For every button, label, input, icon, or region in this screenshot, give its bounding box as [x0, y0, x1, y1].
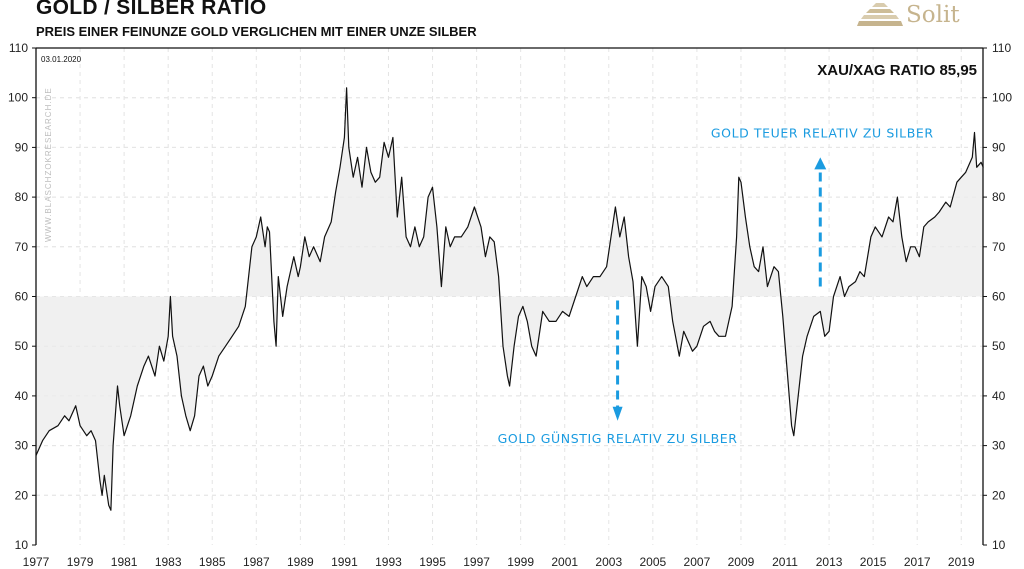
- x-tick-label: 2015: [860, 555, 887, 569]
- watermark: WWW.BLASCHZOKRESEARCH.DE: [44, 87, 53, 242]
- x-tick-label: 1985: [199, 555, 226, 569]
- y-tick-label-right: 110: [992, 41, 1011, 55]
- chart-subtitle: PREIS EINER FEINUNZE GOLD VERGLICHEN MIT…: [36, 24, 477, 39]
- x-tick-label: 1997: [463, 555, 490, 569]
- y-tick-label-right: 40: [992, 389, 1006, 403]
- x-tick-label: 2001: [551, 555, 578, 569]
- arrow-down-head-icon: [612, 406, 623, 421]
- y-tick-label-right: 80: [992, 190, 1006, 204]
- date-label: 03.01.2020: [41, 55, 82, 64]
- x-tick-label: 1981: [111, 555, 138, 569]
- x-tick-label: 1991: [331, 555, 358, 569]
- x-tick-label: 1999: [507, 555, 534, 569]
- y-tick-label-right: 30: [992, 439, 1006, 453]
- y-tick-label-left: 50: [15, 339, 29, 353]
- annotation-label: GOLD TEUER RELATIV ZU SILBER: [711, 125, 934, 140]
- x-tick-label: 1987: [243, 555, 270, 569]
- shaded-area: [36, 87, 984, 511]
- x-tick-label: 2013: [816, 555, 843, 569]
- chart-title: GOLD / SILBER RATIO: [36, 0, 267, 19]
- x-tick-label: 1983: [155, 555, 182, 569]
- x-tick-label: 1993: [375, 555, 402, 569]
- y-tick-label-left: 100: [8, 91, 28, 105]
- y-tick-label-left: 10: [15, 538, 29, 552]
- annotation-label: GOLD GÜNSTIG RELATIV ZU SILBER: [498, 430, 738, 446]
- logo-icon: [857, 3, 903, 26]
- y-tick-label-left: 80: [15, 190, 29, 204]
- x-tick-label: 2011: [772, 555, 798, 569]
- x-tick-label: 1979: [67, 555, 94, 569]
- y-tick-label-left: 60: [15, 290, 29, 304]
- y-tick-label-right: 20: [992, 488, 1006, 502]
- x-tick-label: 2005: [639, 555, 666, 569]
- x-tick-label: 2007: [684, 555, 711, 569]
- x-tick-label: 1977: [23, 555, 50, 569]
- y-tick-label-left: 70: [15, 240, 29, 254]
- y-tick-label-left: 90: [15, 140, 29, 154]
- x-tick-label: 1989: [287, 555, 314, 569]
- y-tick-label-right: 50: [992, 339, 1006, 353]
- logo-text: Solit: [906, 2, 960, 28]
- x-tick-label: 2017: [904, 555, 931, 569]
- x-tick-label: 2009: [728, 555, 755, 569]
- y-tick-label-left: 40: [15, 389, 29, 403]
- arrow-up-head-icon: [814, 157, 827, 170]
- y-tick-label-right: 100: [992, 91, 1012, 105]
- y-tick-label-right: 70: [992, 240, 1006, 254]
- ratio-label: XAU/XAG RATIO 85,95: [817, 62, 977, 79]
- y-tick-label-right: 10: [992, 538, 1006, 552]
- x-tick-label: 1995: [419, 555, 446, 569]
- x-tick-label: 2003: [595, 555, 622, 569]
- x-tick-label: 2019: [948, 555, 975, 569]
- y-tick-label-left: 20: [15, 488, 29, 502]
- ratio-line: [35, 87, 984, 511]
- y-tick-label-left: 110: [9, 41, 28, 55]
- y-tick-label-left: 30: [15, 439, 29, 453]
- y-tick-label-right: 90: [992, 140, 1006, 154]
- y-tick-label-right: 60: [992, 290, 1006, 304]
